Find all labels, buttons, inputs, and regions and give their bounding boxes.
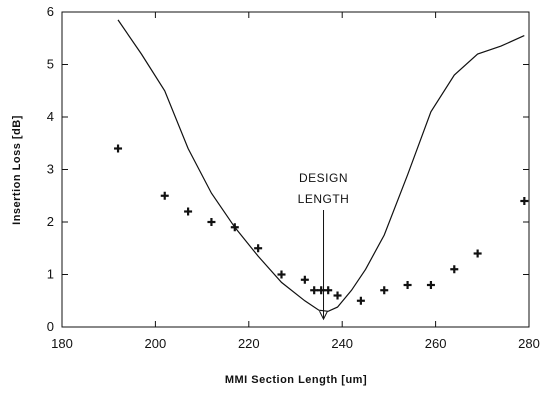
x-tick-label: 260 xyxy=(425,336,447,351)
measured-point xyxy=(254,244,263,253)
y-tick-label: 0 xyxy=(47,319,54,334)
x-axis-title: MMI Section Length [um] xyxy=(225,374,367,386)
measured-point xyxy=(450,265,459,274)
x-tick-label: 220 xyxy=(238,336,260,351)
measured-point xyxy=(403,281,412,289)
x-tick-label: 180 xyxy=(51,336,73,351)
series-layer xyxy=(114,19,529,312)
x-tick-label: 200 xyxy=(145,336,167,351)
measured-point xyxy=(230,223,239,232)
x-tick-label: 280 xyxy=(518,336,540,351)
measured-point xyxy=(184,207,193,216)
measured-point xyxy=(207,218,216,226)
y-tick-label: 5 xyxy=(47,57,54,72)
measured-point xyxy=(520,197,529,205)
measured-point xyxy=(277,270,286,279)
measured-point xyxy=(426,281,435,289)
annotation-line2: LENGTH xyxy=(298,192,350,206)
measured-point xyxy=(380,286,389,295)
y-tick-label: 3 xyxy=(47,162,54,177)
measured-point xyxy=(473,249,482,258)
plot-frame xyxy=(61,11,530,328)
simulated-loss-line xyxy=(117,19,525,312)
x-tick-label: 240 xyxy=(331,336,353,351)
measured-point xyxy=(300,275,309,284)
annotation-layer: DESIGN LENGTH xyxy=(298,171,350,321)
y-tick-label: 1 xyxy=(47,267,54,282)
measured-point xyxy=(310,286,319,295)
annotation-line1: DESIGN xyxy=(299,171,348,185)
x-axis-ticks: 180 200 220 240 260 280 xyxy=(51,12,540,351)
annotation-arrow-head xyxy=(319,310,328,321)
measured-point xyxy=(356,296,365,305)
y-axis-title: Insertion Loss [dB] xyxy=(11,115,23,225)
measured-point xyxy=(114,144,123,153)
measured-point xyxy=(324,286,333,295)
y-tick-label: 6 xyxy=(47,4,54,19)
measured-point xyxy=(160,191,169,200)
measured-point xyxy=(333,291,342,300)
y-tick-label: 4 xyxy=(47,109,54,124)
y-tick-label: 2 xyxy=(47,214,54,229)
y-axis-ticks: 0 1 2 3 4 5 6 xyxy=(47,4,529,334)
